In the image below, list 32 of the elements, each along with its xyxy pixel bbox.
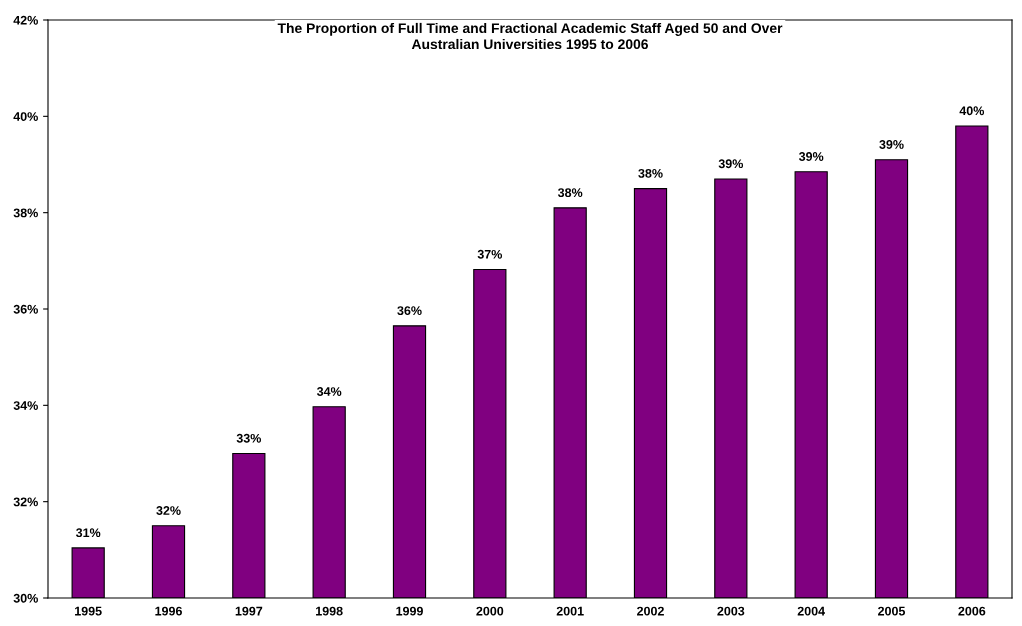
x-tick-label: 2005 [878, 606, 906, 616]
data-label: 34% [316, 387, 342, 396]
data-label: 36% [397, 306, 422, 316]
x-tick-label: 2000 [476, 606, 504, 616]
data-label: 37% [477, 249, 503, 259]
y-tick-label: 32% [13, 497, 38, 507]
x-tick-label: 1999 [396, 606, 423, 616]
data-label: 32% [156, 506, 181, 515]
data-label: 39% [718, 159, 744, 169]
y-tick-label: 30% [13, 593, 38, 603]
data-label: 40% [959, 106, 985, 116]
y-tick-label: 42% [13, 15, 38, 25]
x-tick-label: 2003 [717, 606, 745, 616]
x-tick-label: 1996 [155, 606, 182, 616]
y-tick-label: 40% [13, 112, 38, 121]
data-label: 31% [75, 528, 101, 538]
data-label: 33% [236, 433, 262, 443]
y-tick-label: 36% [13, 304, 38, 314]
data-label: 39% [879, 140, 904, 149]
data-label: 38% [557, 188, 583, 198]
data-label: 38% [638, 168, 663, 178]
y-tick-label: 38% [13, 208, 38, 218]
x-tick-label: 2006 [958, 606, 986, 616]
x-tick-label: 1997 [235, 606, 263, 616]
x-tick-label: 2004 [797, 606, 825, 616]
x-tick-label: 2002 [637, 606, 664, 616]
y-tick-label: 34% [13, 401, 38, 410]
data-label: 39% [798, 152, 824, 161]
x-tick-label: 1998 [316, 606, 343, 616]
x-tick-label: 2001 [556, 606, 584, 616]
text: The Proportion of Full Time and Fractional Academic Staff Aged 50 and Over Australian Universities 1995 to 2006 [277, 22, 783, 50]
x-tick-label: 1995 [75, 606, 102, 616]
